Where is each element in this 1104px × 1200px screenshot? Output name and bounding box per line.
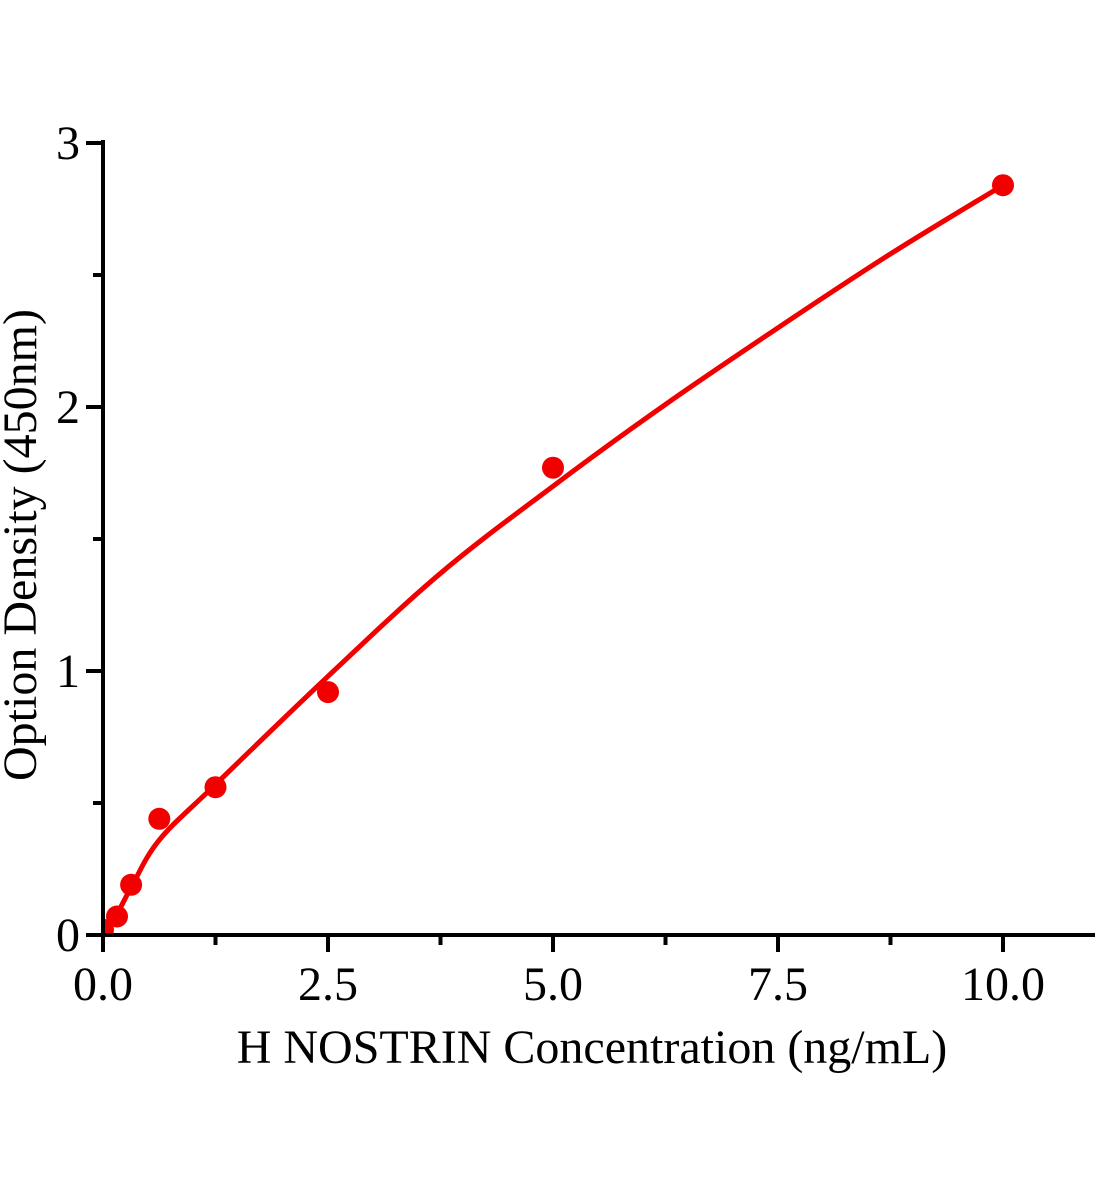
y-tick-label: 2 [56,381,80,434]
series-layer [103,174,1014,935]
y-tick-label: 1 [56,645,80,698]
x-tick-label: 2.5 [298,958,358,1011]
data-point [106,905,128,928]
data-point [120,873,143,896]
data-point [992,174,1014,197]
tick-label-layer: 0.0 2.5 5.0 7.5 10.0 0 1 2 3 [56,117,1045,1011]
y-tick-label: 0 [56,909,80,962]
data-point [317,681,339,704]
y-tick-label: 3 [56,117,80,170]
fit-curve [103,182,1006,933]
axes-layer [86,140,1095,952]
data-point [148,807,171,830]
x-tick-label: 5.0 [523,958,583,1011]
y-axis-title: Option Density (450nm) [0,309,47,781]
x-tick-label: 0.0 [73,958,133,1011]
x-tick-label: 10.0 [961,958,1045,1011]
data-point [542,456,564,479]
x-axis-title: H NOSTRIN Concentration (ng/mL) [237,1021,948,1074]
x-tick-label: 7.5 [748,958,808,1011]
data-point [204,776,227,799]
